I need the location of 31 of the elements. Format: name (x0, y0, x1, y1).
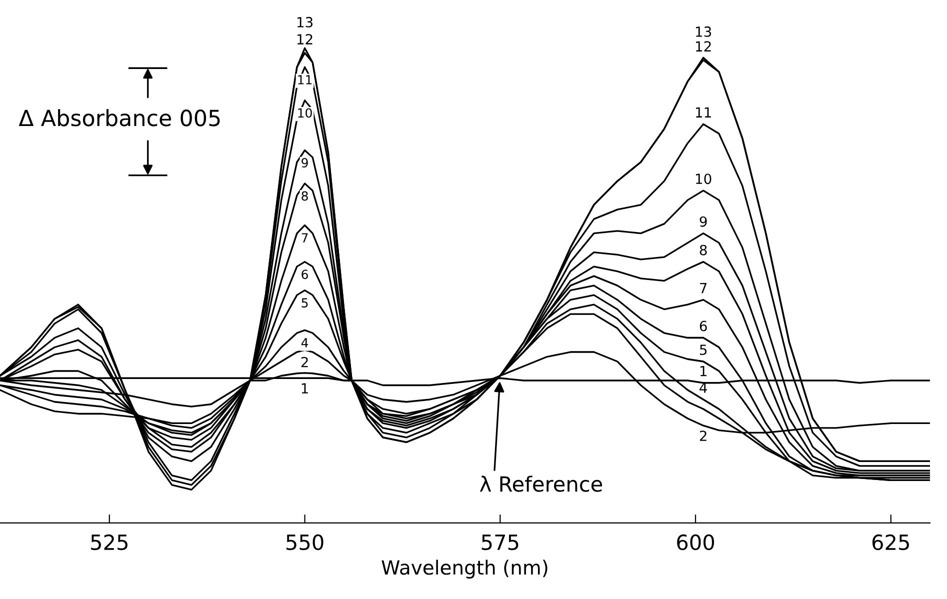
text: 10 (696, 174, 712, 184)
text: 11 (696, 107, 711, 118)
text: 12 (696, 41, 711, 52)
series-label: 6 (302, 270, 308, 280)
series-label: 7 (302, 233, 308, 242)
text: 9 (700, 216, 707, 227)
series-label: 11 (298, 75, 312, 84)
text: 6 (700, 320, 707, 332)
x-tick-label: 625 (872, 534, 909, 550)
text: 13 (696, 26, 712, 37)
text: 8 (700, 244, 707, 256)
x-tick-label: 600 (677, 534, 714, 550)
text: 5 (700, 344, 707, 356)
x-tick-label: 525 (91, 534, 128, 550)
text: 1 (700, 366, 706, 376)
series-label: 13 (297, 16, 312, 28)
annotation: Δ Absorbance 005 (18, 109, 220, 126)
series-label: 12 (297, 34, 312, 44)
text: 2 (301, 356, 308, 368)
annotation: λ Reference (480, 476, 602, 492)
series-label: 2 (700, 430, 706, 441)
series-label: 5 (302, 298, 308, 308)
series-label: 10 (298, 108, 312, 118)
x-tick-label: 550 (286, 534, 324, 550)
text: 4 (301, 338, 308, 348)
x-tick-label: 575 (482, 534, 518, 550)
series-label: 1 (302, 383, 308, 394)
text: 7 (700, 282, 707, 294)
series-label: 8 (302, 191, 308, 201)
series-label: 9 (302, 158, 308, 168)
x-axis-title: Wavelength (nm) (382, 560, 548, 579)
